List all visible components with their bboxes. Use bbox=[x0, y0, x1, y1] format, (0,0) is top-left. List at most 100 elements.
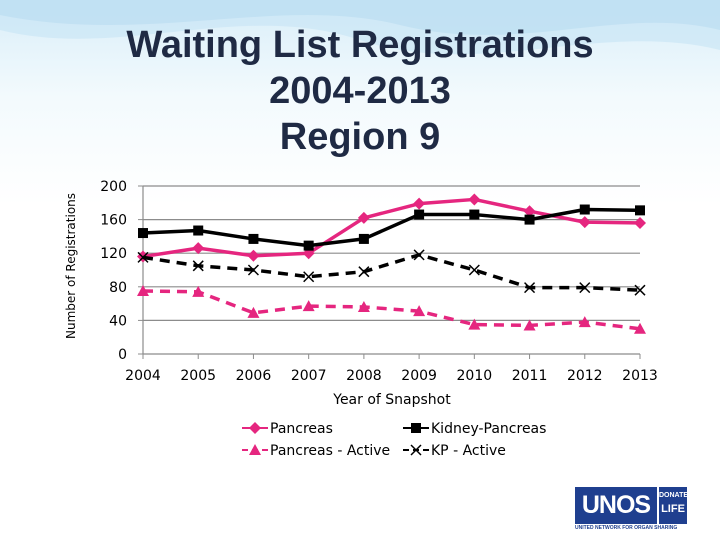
x-marker-stroke bbox=[468, 264, 480, 276]
x-tick-label: 2006 bbox=[236, 368, 272, 384]
x-marker-stroke bbox=[303, 271, 315, 283]
x-marker-stroke bbox=[358, 266, 370, 278]
data-point bbox=[248, 233, 259, 244]
title-line-1: Waiting List Registrations bbox=[126, 24, 594, 66]
legend-swatch-marker bbox=[249, 444, 261, 455]
y-tick-label: 160 bbox=[100, 213, 127, 229]
y-tick-label: 200 bbox=[100, 179, 127, 195]
data-point bbox=[193, 225, 204, 236]
data-point bbox=[247, 306, 260, 318]
x-tick-label: 2011 bbox=[512, 368, 548, 384]
x-tick-label: 2007 bbox=[291, 368, 327, 384]
data-point bbox=[524, 214, 535, 225]
y-axis-label: Number of Registrations bbox=[64, 193, 78, 339]
data-point bbox=[523, 205, 536, 218]
legend-item: Pancreas - Active bbox=[242, 443, 390, 459]
data-point bbox=[192, 242, 205, 255]
data-point bbox=[357, 300, 370, 312]
x-marker-stroke bbox=[524, 282, 536, 294]
logo-tagline: UNITED NETWORK FOR ORGAN SHARING bbox=[575, 525, 678, 531]
data-point bbox=[247, 249, 260, 262]
x-marker-stroke bbox=[634, 284, 646, 296]
logo-side-badge: DONATE LIFE bbox=[659, 487, 689, 524]
data-point bbox=[137, 285, 149, 296]
x-tick-label: 2004 bbox=[125, 368, 161, 384]
data-point bbox=[138, 228, 148, 239]
x-marker-stroke bbox=[579, 282, 591, 294]
legend-item: KP - Active bbox=[403, 443, 506, 459]
data-point bbox=[303, 271, 315, 283]
data-point bbox=[358, 266, 370, 278]
x-marker-stroke bbox=[413, 249, 425, 261]
data-point bbox=[192, 285, 205, 297]
data-point bbox=[413, 249, 425, 261]
unos-logo: UNOS DONATE LIFE UNITED NETWORK FOR ORGA… bbox=[575, 487, 693, 532]
data-point bbox=[247, 264, 259, 276]
legend-item: Kidney-Pancreas bbox=[403, 421, 546, 437]
data-point bbox=[578, 316, 591, 328]
series-kp-active bbox=[137, 249, 646, 296]
series-line bbox=[142, 289, 641, 331]
series-line bbox=[142, 207, 641, 248]
header-wave-decoration bbox=[0, 0, 720, 55]
data-point bbox=[137, 251, 149, 263]
y-tick-label: 0 bbox=[118, 347, 127, 363]
data-point bbox=[303, 240, 314, 251]
legend-label: Pancreas bbox=[270, 421, 333, 437]
data-point bbox=[414, 209, 425, 220]
x-tick-label: 2005 bbox=[180, 368, 216, 384]
x-marker-stroke bbox=[247, 264, 259, 276]
x-tick-label: 2008 bbox=[346, 368, 382, 384]
x-marker-stroke bbox=[410, 444, 422, 456]
data-point bbox=[579, 282, 591, 294]
x-marker-stroke bbox=[137, 251, 149, 263]
legend: Pancreas Kidney-Pancreas Pancreas - Active… bbox=[242, 421, 546, 459]
data-point bbox=[468, 193, 481, 206]
legend-label: Kidney-Pancreas bbox=[431, 421, 546, 437]
legend-label: Pancreas - Active bbox=[270, 443, 390, 459]
data-point bbox=[468, 264, 480, 276]
logo-side-bottom: LIFE bbox=[661, 503, 685, 515]
y-tick-label: 80 bbox=[109, 280, 127, 296]
legend-swatch-marker bbox=[411, 423, 421, 433]
legend-item: Pancreas bbox=[242, 421, 333, 437]
data-point bbox=[192, 260, 204, 272]
data-point bbox=[634, 284, 646, 296]
legend-swatch-marker bbox=[249, 422, 261, 434]
data-point bbox=[468, 318, 481, 330]
data-point bbox=[413, 305, 426, 317]
data-point bbox=[634, 216, 646, 229]
series-line bbox=[142, 253, 641, 292]
data-point bbox=[469, 209, 480, 220]
x-tick-labels: 2004 2005 2006 2007 2008 2009 2010 2011 2012 2013 bbox=[125, 368, 658, 384]
data-point bbox=[635, 205, 645, 216]
data-point bbox=[524, 282, 536, 294]
data-point bbox=[579, 204, 590, 215]
series-pancreas-active bbox=[137, 285, 646, 334]
legend-label: KP - Active bbox=[431, 443, 506, 459]
data-point bbox=[358, 233, 369, 244]
data-point bbox=[357, 211, 370, 224]
data-point bbox=[578, 216, 591, 229]
y-tick-label: 120 bbox=[100, 246, 127, 262]
logo-main-text: UNOS bbox=[575, 487, 657, 524]
x-marker-stroke bbox=[192, 260, 204, 272]
title-line-3: Region 9 bbox=[279, 116, 441, 158]
slide-title: Waiting List Registrations 2004-2013 Reg… bbox=[0, 22, 720, 160]
axes bbox=[138, 185, 641, 359]
y-tick-label: 40 bbox=[109, 313, 127, 329]
x-tick-label: 2010 bbox=[457, 368, 493, 384]
series-kidney-pancreas bbox=[138, 204, 645, 251]
data-point bbox=[413, 197, 426, 210]
data-point bbox=[302, 300, 315, 312]
x-tick-label: 2013 bbox=[622, 368, 658, 384]
logo-side-top: DONATE bbox=[659, 492, 689, 499]
x-tick-label: 2009 bbox=[401, 368, 437, 384]
series-group bbox=[137, 193, 646, 334]
x-tick-label: 2012 bbox=[567, 368, 603, 384]
data-point bbox=[523, 319, 536, 331]
y-tick-labels: 0 40 80 120 160 200 bbox=[100, 179, 127, 363]
data-point bbox=[634, 322, 646, 334]
legend-swatch-marker bbox=[410, 444, 422, 456]
